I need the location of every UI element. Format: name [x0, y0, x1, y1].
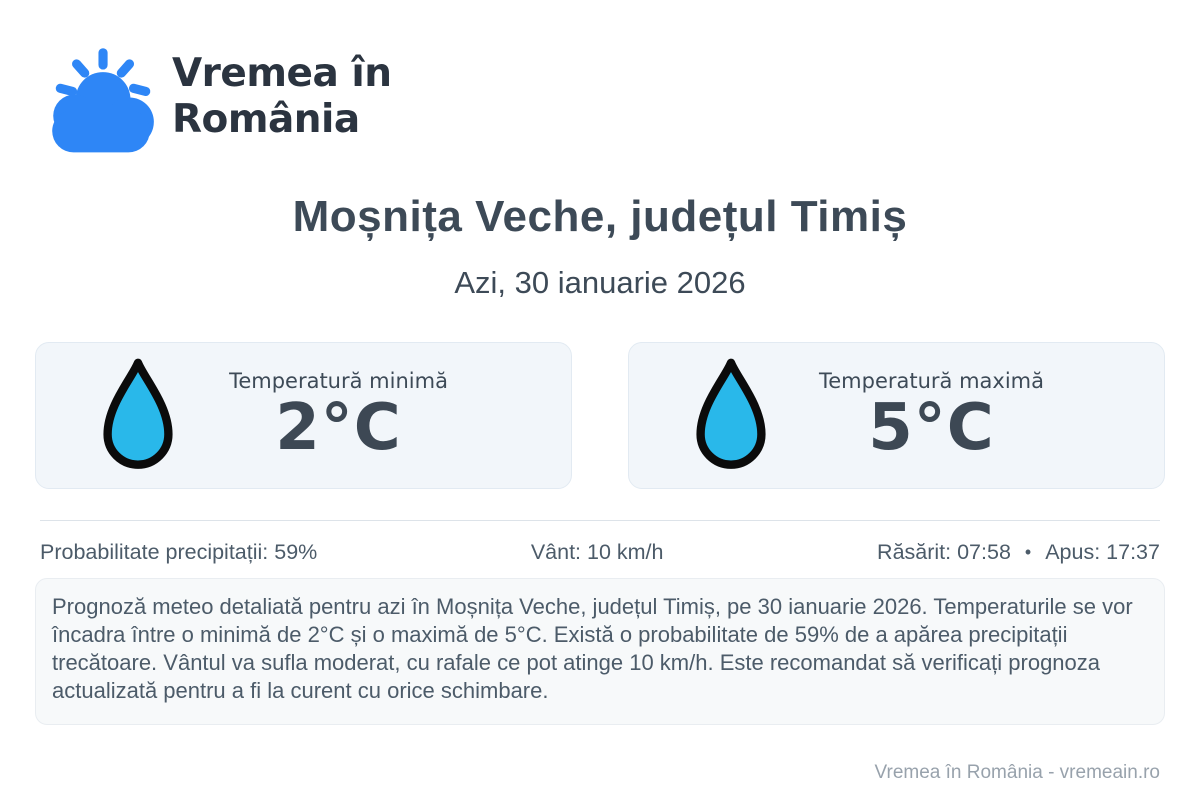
sunset-stat: Apus: 17:37 — [1045, 540, 1160, 564]
logo-text-line1: Vremea în — [172, 50, 392, 96]
min-temp-card: Temperatură minimă 2°C — [35, 342, 572, 489]
bullet-separator: • — [1024, 542, 1032, 562]
water-drop-icon — [696, 358, 766, 469]
cloud-sun-icon — [52, 48, 154, 153]
wind-stat: Vânt: 10 km/h — [530, 540, 664, 564]
min-temp-label: Temperatură minimă — [229, 368, 448, 393]
logo-text-line2: România — [172, 97, 360, 142]
water-drop-icon — [103, 358, 173, 469]
page-title: Moșnița Veche, județul Timiș — [292, 192, 908, 241]
stats-row: Probabilitate precipitații: 59% Vânt: 10… — [40, 540, 1160, 565]
max-temp-label: Temperatură maximă — [818, 368, 1045, 393]
section-divider — [40, 520, 1160, 521]
max-temp-text: Temperatură maximă 5°C — [769, 369, 1164, 462]
date-subtitle: Azi, 30 ianuarie 2026 — [454, 265, 746, 300]
logo-text: Vremea în România — [172, 50, 392, 143]
max-temp-card: Temperatură maximă 5°C — [628, 342, 1165, 489]
sun-times-stat: Răsărit: 07:58 • Apus: 17:37 — [877, 540, 1160, 565]
min-temp-value: 2°C — [275, 390, 402, 465]
precipitation-stat: Probabilitate precipitații: 59% — [40, 540, 318, 564]
forecast-summary: Prognoză meteo detaliată pentru azi în M… — [35, 578, 1165, 725]
site-logo[interactable]: Vremea în România — [40, 38, 392, 156]
sunrise-stat: Răsărit: 07:58 — [877, 540, 1011, 564]
temperature-cards: Temperatură minimă 2°C Temperatură maxim… — [35, 342, 1165, 489]
max-temp-value: 5°C — [868, 390, 995, 465]
min-temp-text: Temperatură minimă 2°C — [176, 369, 571, 462]
footer-credit-link[interactable]: Vremea în România - vremeain.ro — [874, 762, 1160, 783]
